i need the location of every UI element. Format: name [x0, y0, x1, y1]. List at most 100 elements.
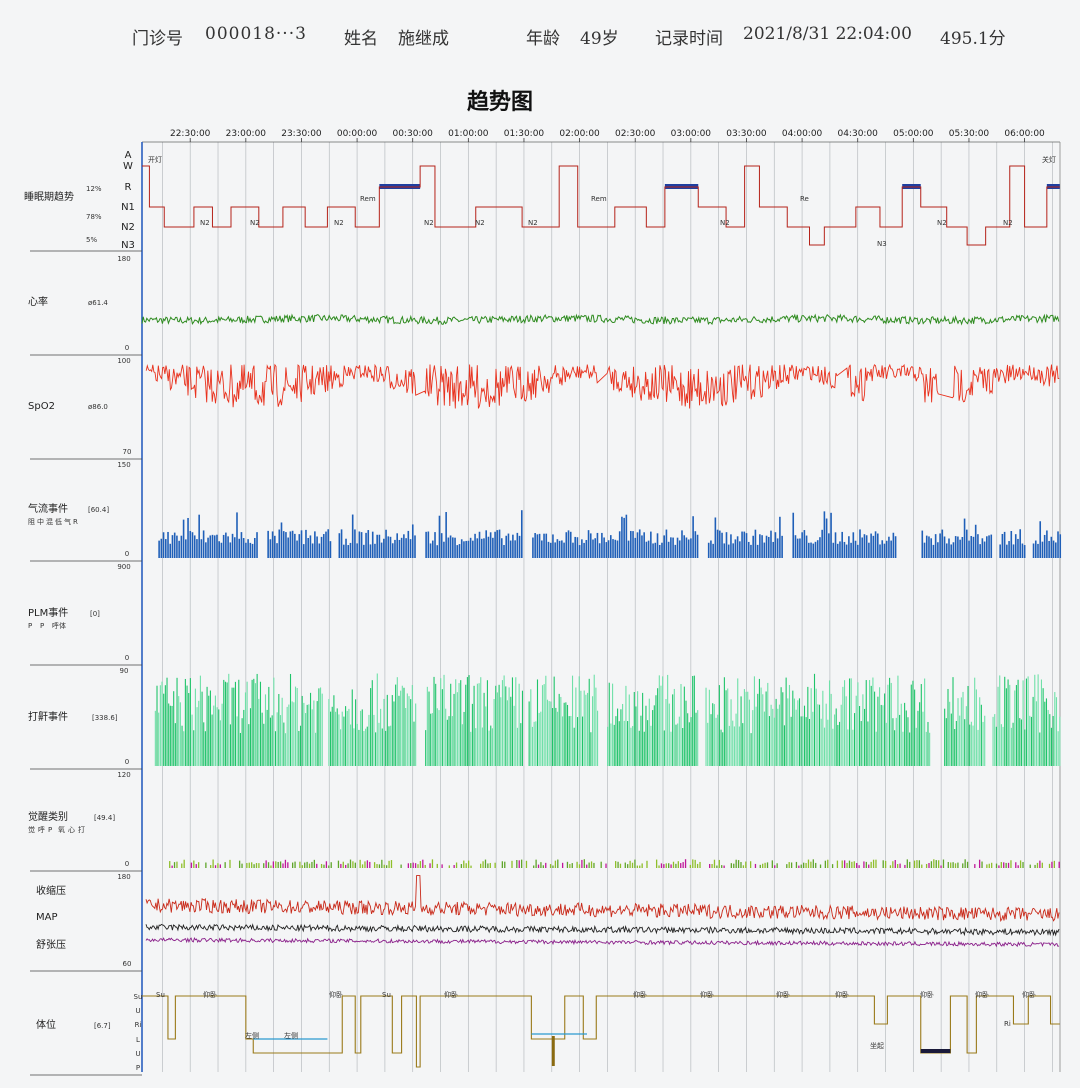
airflow-bar	[714, 517, 717, 558]
airflow-ymin: 0	[125, 550, 129, 558]
bp-series-label: 舒张压	[36, 938, 66, 951]
n2-mark: N2	[200, 219, 210, 227]
position-mark: 仰卧	[776, 990, 790, 999]
arousal-bar	[831, 864, 834, 868]
airflow-bar	[616, 540, 619, 558]
snore-bar	[910, 684, 912, 766]
arousal-legend-item: 打	[78, 825, 85, 834]
arousal-bar	[754, 863, 757, 868]
arousal-bar	[843, 860, 846, 868]
arousal-bar	[786, 864, 788, 868]
snore-bar	[1054, 692, 1056, 766]
snore-bar	[301, 695, 303, 766]
snore-bar	[234, 681, 236, 766]
snore-bar	[243, 709, 245, 766]
arousal-bar	[762, 863, 764, 868]
arousal-bar	[463, 860, 465, 868]
snore-bar	[440, 678, 442, 766]
snore-bar	[788, 684, 791, 766]
snore-bar	[156, 685, 158, 766]
airflow-bar	[534, 533, 536, 558]
airflow-bar	[1021, 543, 1024, 558]
snore-bar	[498, 684, 500, 766]
snore-bar	[443, 674, 445, 766]
arousal-bar	[639, 865, 641, 868]
snore-bar	[753, 676, 755, 766]
airflow-bar	[385, 529, 387, 558]
snore-bar	[433, 676, 435, 766]
n2-mark: N2	[250, 219, 260, 227]
record-time-label: 记录时间	[655, 29, 723, 49]
airflow-bar	[300, 530, 303, 558]
arousal-bar	[436, 863, 438, 868]
panel-label: 打鼾事件	[28, 710, 68, 723]
snore-bar	[593, 674, 595, 766]
arousal-bar	[205, 862, 207, 868]
airflow-bar	[247, 539, 249, 558]
airflow-bar	[552, 534, 554, 558]
airflow-bar	[347, 545, 350, 558]
snore-bar	[496, 692, 498, 766]
stage-label: N2	[121, 222, 135, 233]
arousal-bar	[347, 863, 349, 868]
airflow-bar	[674, 544, 677, 558]
airflow-bar	[670, 537, 672, 558]
airflow-bar	[678, 540, 681, 558]
snore-bar	[279, 715, 282, 766]
airflow-bar	[623, 517, 625, 558]
arousal-bar	[906, 859, 908, 868]
airflow-bar	[541, 540, 543, 558]
airflow-bar	[585, 539, 588, 558]
arousal-bar	[696, 863, 699, 868]
airflow-bar	[207, 537, 209, 558]
snore-bar	[663, 730, 665, 766]
snore-bar	[847, 729, 849, 766]
airflow-bar	[632, 531, 634, 558]
snore-bar	[757, 693, 759, 766]
snore-bar	[486, 680, 488, 766]
airflow-bar	[454, 537, 456, 558]
airflow-bar	[474, 533, 476, 558]
snore-bar	[643, 731, 645, 766]
snore-bar	[408, 696, 410, 766]
snore-bar	[1042, 688, 1044, 766]
snore-ymin: 0	[125, 758, 129, 766]
x-tick-label: 23:30:00	[281, 129, 322, 139]
airflow-bar	[638, 529, 641, 558]
airflow-bar	[256, 532, 258, 558]
arousal-bar	[330, 862, 332, 868]
airflow-bar	[592, 539, 594, 558]
airflow-bar	[821, 529, 823, 558]
airflow-bar	[222, 534, 225, 558]
arousal-bar	[537, 864, 540, 868]
snore-bar	[581, 716, 584, 766]
snore-bar	[1015, 685, 1017, 766]
snore-bar	[446, 719, 448, 766]
snore-ymax: 90	[120, 667, 129, 675]
snore-bar	[1044, 701, 1046, 766]
arousal-bar	[484, 859, 487, 868]
snore-bar	[253, 678, 255, 766]
snore-bar	[832, 728, 834, 766]
snore-bar	[231, 687, 233, 766]
arousal-bar	[749, 861, 752, 868]
snore-bar	[241, 718, 243, 766]
snore-bar	[261, 712, 263, 766]
snore-bar	[899, 714, 901, 766]
snore-bar	[345, 706, 347, 766]
snore-bar	[778, 704, 781, 766]
snore-bar	[164, 685, 166, 766]
snore-bar	[513, 705, 515, 766]
airflow-bar	[1059, 534, 1062, 558]
snore-bar	[1009, 684, 1011, 766]
snore-bar	[299, 725, 302, 766]
snore-bar	[488, 730, 490, 766]
airflow-bar	[730, 534, 732, 558]
snore-bar	[465, 684, 467, 766]
airflow-bar	[952, 542, 955, 558]
arousal-bar	[448, 865, 450, 868]
airflow-bar	[863, 534, 866, 558]
airflow-bar	[443, 541, 445, 558]
snore-bar	[914, 689, 916, 766]
snore-bar	[413, 721, 415, 766]
